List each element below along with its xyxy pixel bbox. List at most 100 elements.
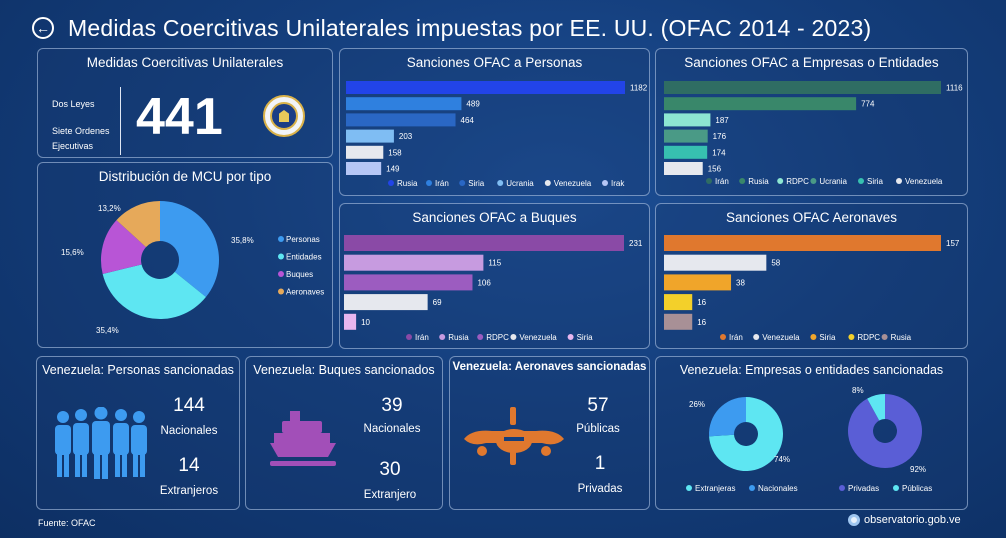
bar-irán[interactable] xyxy=(664,81,941,94)
slice-personas[interactable] xyxy=(160,201,219,298)
bar-ucrania[interactable] xyxy=(664,129,708,143)
slice-nacionales[interactable] xyxy=(709,397,746,437)
slice-aeronaves[interactable] xyxy=(116,201,160,248)
venezuela-empresas-title: Venezuela: Empresas o entidades sanciona… xyxy=(679,363,944,377)
legend-item[interactable]: Irán xyxy=(729,333,743,342)
legend-item[interactable]: Venezuela xyxy=(762,333,800,342)
legend-item[interactable]: Ucrania xyxy=(819,177,847,186)
people-group-icon xyxy=(55,407,147,479)
legend-dot xyxy=(749,485,755,491)
venezuela-aeronaves-publicas-label: Públicas xyxy=(576,423,620,435)
slice-buques[interactable] xyxy=(101,220,146,274)
empresas-panel: Sanciones OFAC a Empresas o Entidades 11… xyxy=(655,48,968,196)
bar-siria[interactable] xyxy=(664,274,732,291)
legend-item[interactable]: Siria xyxy=(468,179,485,188)
bar-rusia[interactable] xyxy=(664,313,693,330)
bar-rusia[interactable] xyxy=(346,81,625,94)
mcu-type-title: Distribución de MCU por tipo xyxy=(98,169,272,184)
legend-dot xyxy=(686,485,692,491)
venezuela-personas-title: Venezuela: Personas sancionadas xyxy=(42,363,234,377)
bar-venezuela[interactable] xyxy=(346,145,384,159)
bar-rdpc[interactable] xyxy=(664,294,693,311)
bar-irán[interactable] xyxy=(344,235,624,251)
legend-item[interactable]: Rusia xyxy=(397,179,418,188)
back-arrow-icon[interactable]: ← xyxy=(32,17,54,39)
legend-dot xyxy=(426,180,432,186)
bar-value-label: 58 xyxy=(771,259,780,268)
observatorio-logo-icon xyxy=(848,514,860,526)
legend-item[interactable]: Rusia xyxy=(448,333,469,342)
legend-dot xyxy=(810,178,817,184)
empresas-bar-chart: 1116 774 187 176 174 156 Irán Rusia RDPC Ucrania S… xyxy=(664,81,963,186)
legend-item[interactable]: Venezuela xyxy=(554,179,592,188)
personas-bar-chart: 1182 489 464 203 158 149 Rusia Irán Siria Ucrania… xyxy=(346,81,648,188)
legend-item[interactable]: Públicas xyxy=(902,484,932,493)
bar-rdpc[interactable] xyxy=(344,274,473,291)
bar-value-label: 106 xyxy=(477,278,491,287)
venezuela-personas-nacionales-count: 144 xyxy=(173,395,205,416)
venezuela-personas-nacionales-label: Nacionales xyxy=(160,425,218,437)
bar-irán[interactable] xyxy=(346,97,462,111)
legend-item[interactable]: RDPC xyxy=(857,333,880,342)
legend-item[interactable]: Venezuela xyxy=(905,177,943,186)
bar-siria[interactable] xyxy=(344,313,357,330)
bar-value-label: 489 xyxy=(466,100,480,109)
bar-venezuela[interactable] xyxy=(344,294,428,311)
bar-ucrania[interactable] xyxy=(346,129,394,143)
legend-dot xyxy=(720,334,726,340)
venezuela-buques-nacionales-label: Nacionales xyxy=(363,423,421,435)
bar-value-label: 176 xyxy=(713,132,727,141)
site-link[interactable]: observatorio.gob.ve xyxy=(848,514,961,526)
legend-item[interactable]: Ucrania xyxy=(506,179,534,188)
legend-item[interactable]: Rusia xyxy=(748,177,769,186)
legend-item[interactable]: Siria xyxy=(867,177,884,186)
aeronaves-title: Sanciones OFAC Aeronaves xyxy=(725,210,898,225)
venezuela-personas-extranjeros-count: 14 xyxy=(178,455,200,476)
legend-item[interactable]: Venezuela xyxy=(519,333,557,342)
legend-dot xyxy=(881,334,888,340)
legend-item[interactable]: Extranjeras xyxy=(695,484,735,493)
bar-rusia[interactable] xyxy=(664,97,857,111)
legend-item[interactable]: Rusia xyxy=(891,333,912,342)
bar-siria[interactable] xyxy=(664,145,708,159)
legend-item[interactable]: Buques xyxy=(286,270,313,279)
slice-label: 92% xyxy=(910,465,926,474)
legend-item[interactable]: Irán xyxy=(715,177,729,186)
slice-públicas[interactable] xyxy=(867,394,885,421)
legend-item[interactable]: Privadas xyxy=(848,484,879,493)
bar-irak[interactable] xyxy=(346,162,382,175)
legend-dot xyxy=(477,334,484,340)
legend-item[interactable]: Irán xyxy=(435,179,449,188)
venezuela-personas-panel: Venezuela: Personas sancionadas 144 Naci… xyxy=(36,356,240,510)
header: ← Medidas Coercitivas Unilaterales impue… xyxy=(32,10,871,46)
slice-entidades[interactable] xyxy=(102,264,206,319)
bar-value-label: 149 xyxy=(386,165,400,174)
venezuela-buques-panel: Venezuela: Buques sancionados 39 Naciona… xyxy=(245,356,443,510)
bar-irán[interactable] xyxy=(664,235,941,251)
slice-privadas[interactable] xyxy=(848,394,922,468)
legend-item[interactable]: RDPC xyxy=(786,177,809,186)
personas-title: Sanciones OFAC a Personas xyxy=(406,55,583,70)
bar-rdpc[interactable] xyxy=(664,113,711,127)
slice-extranjeras[interactable] xyxy=(709,397,783,471)
bar-siria[interactable] xyxy=(346,113,456,127)
mcu-line-executive: Ejecutivas xyxy=(52,141,94,151)
legend-item[interactable]: Aeronaves xyxy=(286,288,324,297)
legend-item[interactable]: Irak xyxy=(611,179,625,188)
legend-item[interactable]: Entidades xyxy=(286,253,322,262)
mcu-summary-panel: Medidas Coercitivas Unilaterales Dos Ley… xyxy=(37,48,333,158)
legend-dot xyxy=(278,271,284,277)
bar-venezuela[interactable] xyxy=(664,254,767,271)
legend-item[interactable]: Nacionales xyxy=(758,484,798,493)
legend-dot xyxy=(388,180,394,186)
legend-item[interactable]: RDPC xyxy=(486,333,509,342)
bar-venezuela[interactable] xyxy=(664,162,703,175)
bar-rusia[interactable] xyxy=(344,254,484,271)
legend-item[interactable]: Siria xyxy=(819,333,836,342)
legend-item[interactable]: Personas xyxy=(286,235,320,244)
legend-item[interactable]: Irán xyxy=(415,333,429,342)
legend-item[interactable]: Siria xyxy=(577,333,594,342)
legend-dot xyxy=(544,180,551,186)
mcu-type-pie-chart: 35,8% 35,4% 15,6% 13,2% Personas Entidades Buq… xyxy=(61,201,324,335)
legend-dot xyxy=(510,334,517,340)
